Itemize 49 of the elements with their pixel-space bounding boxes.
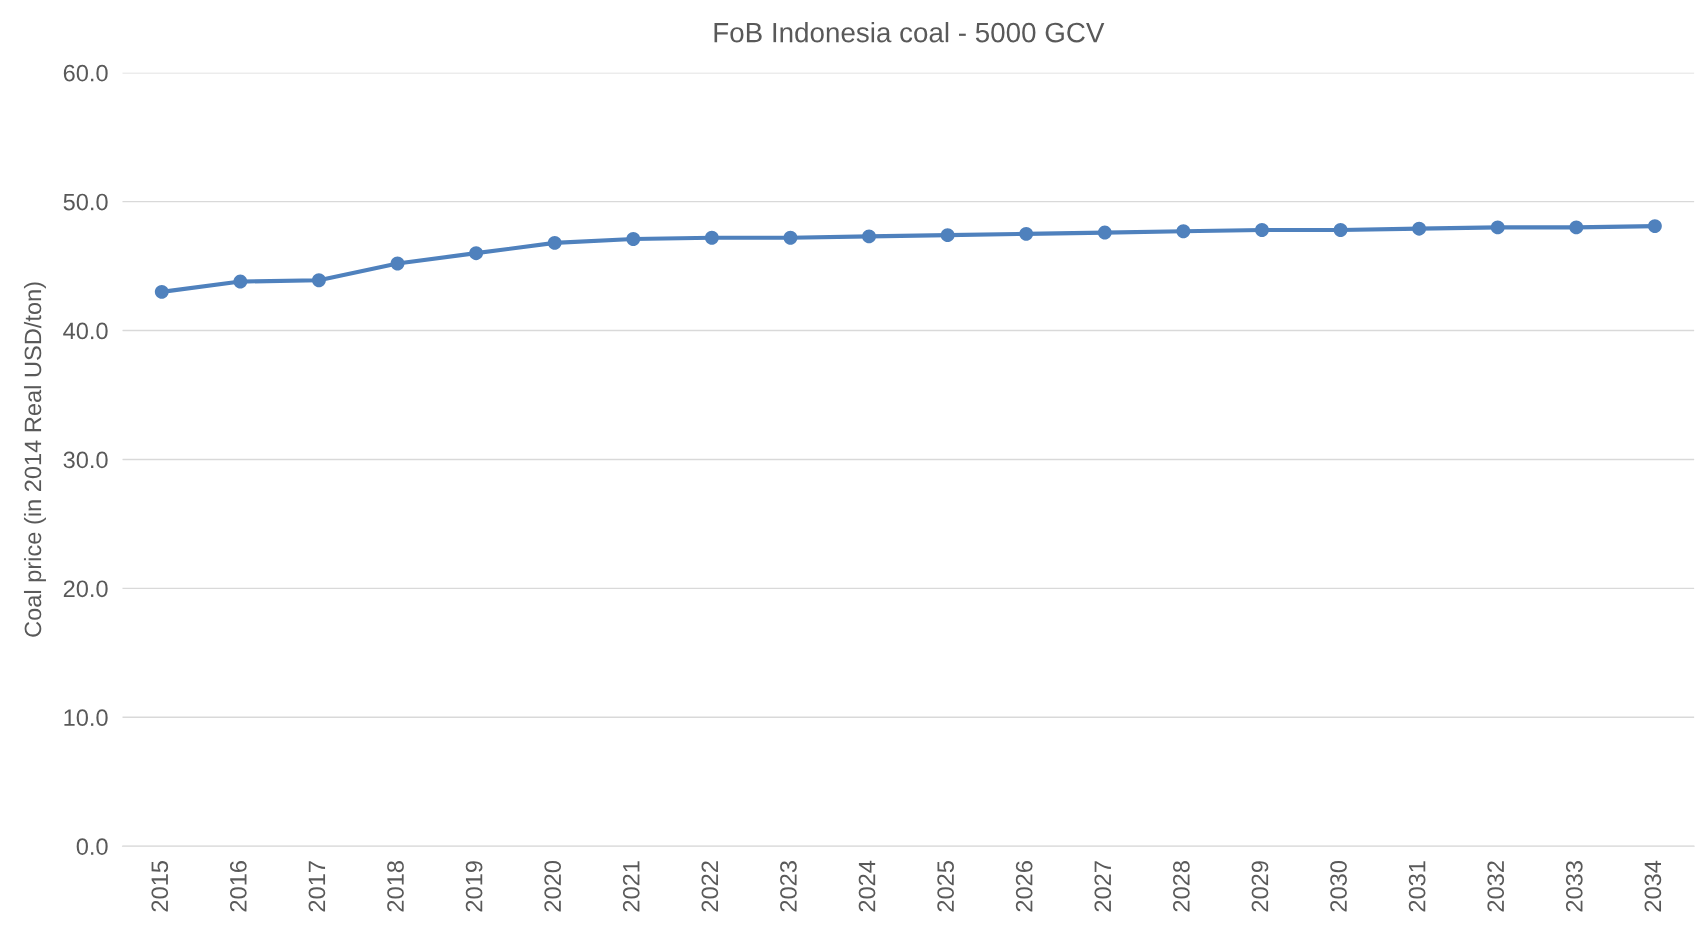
x-tick-label: 2015 [151,861,169,912]
chart-title: FoB Indonesia coal - 5000 GCV [714,22,1105,43]
y-tick-label: 50.0 [63,193,108,211]
point [1333,223,1348,237]
x-tick-label: 2032 [1487,861,1505,912]
x-tick-label: 2033 [1565,861,1583,912]
y-tick-label: 30.0 [63,451,108,469]
point [940,228,955,243]
point [390,256,405,271]
x-tick-label: 2021 [622,861,640,912]
point [1647,219,1662,234]
y-tick-label: 20.0 [63,580,108,598]
point [783,230,798,245]
point [1412,221,1427,236]
x-tick-label: 2022 [701,861,719,912]
point [626,232,641,246]
y-tick-label: 40.0 [63,322,108,340]
x-tick-label: 2031 [1408,861,1426,912]
x-tick-label: 2020 [544,861,562,912]
y-tick-label: 10.0 [64,709,108,727]
point [1569,220,1584,235]
y-tick-label: 0.0 [76,838,108,855]
x-tick-label: 2026 [1015,861,1033,912]
x-tick-label: 2027 [1094,861,1112,912]
x-tick-label: 2017 [308,861,326,912]
point [704,230,719,245]
point [1255,223,1269,237]
x-tick-label: 2029 [1251,861,1269,912]
x-tick-label: 2028 [1173,861,1190,912]
y-axis-title: Coal price (in 2014 Real USD/ton) [23,282,46,637]
point [1097,225,1112,240]
point [1019,226,1034,241]
x-tick-label: 2024 [858,860,876,912]
point [469,246,484,261]
point [547,235,562,250]
x-tick-label: 2018 [387,861,404,912]
point [311,273,326,288]
x-tick-label: 2016 [229,861,247,912]
point [1176,224,1191,239]
x-tick-label: 2025 [937,861,954,912]
x-tick-label: 2019 [465,861,483,912]
x-tick-label: 2023 [780,861,797,912]
point [154,284,169,299]
x-tick-label: 2034 [1644,860,1662,912]
point [233,274,248,289]
x-tick-label: 2030 [1330,861,1347,912]
point [862,229,876,244]
point [1490,220,1505,235]
y-tick-label: 60.0 [63,64,108,82]
